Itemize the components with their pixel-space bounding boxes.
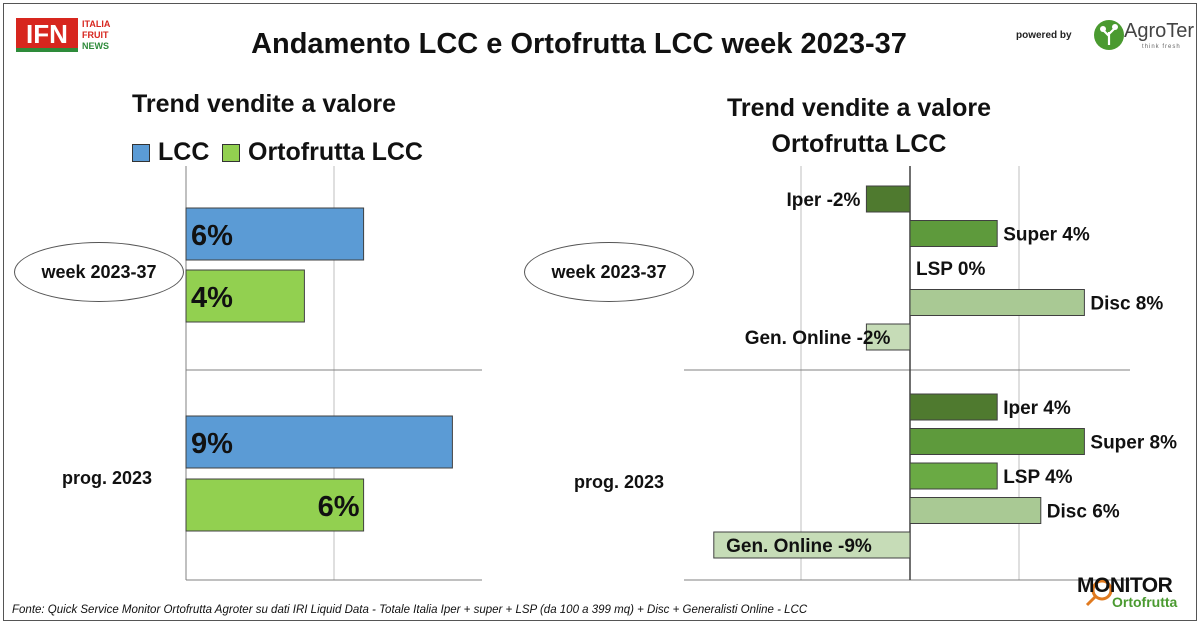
left-bar-lcc bbox=[185, 415, 453, 469]
right-chart-title-line: Ortofrutta LCC bbox=[771, 130, 947, 158]
right-chart-title-line: Trend vendite a valore bbox=[727, 94, 991, 122]
right-bar-label: Gen. Online -2% bbox=[745, 328, 891, 349]
agroter-tagline: think fresh bbox=[1142, 44, 1181, 50]
right-bar-gen-online bbox=[713, 531, 911, 559]
left-bar-ortofrutta bbox=[185, 269, 305, 323]
charts-svg: 6% 9% 4% 6% Iper -2% Super 4% LSP 0% Disc 8% Gen… bbox=[185, 166, 1177, 607]
legend-swatch-ortofrutta bbox=[222, 143, 240, 162]
right-bar-label: LSP 4% bbox=[1003, 467, 1072, 488]
right-bar-label: Iper -2% bbox=[786, 190, 860, 211]
right-chart-title: Trend vendite a valore Ortofrutta LCC bbox=[684, 90, 1034, 162]
legend-item-ortofrutta: Ortofrutta LCC bbox=[222, 138, 423, 167]
right-category-prog: prog. 2023 bbox=[574, 472, 665, 492]
right-bar-gen-online bbox=[865, 323, 911, 351]
source-note: Fonte: Quick Service Monitor Ortofrutta … bbox=[12, 604, 808, 616]
left-category-week: week 2023-37 bbox=[14, 242, 184, 302]
right-bar-super bbox=[909, 220, 998, 247]
right-bar-lsp bbox=[909, 462, 998, 490]
legend-swatch-lcc bbox=[132, 143, 150, 162]
monitor-magnifier-handle bbox=[1085, 595, 1097, 607]
right-bar-iper bbox=[865, 185, 911, 213]
right-bar-label: Iper 4% bbox=[1003, 398, 1071, 419]
right-category-week: week 2023-37 bbox=[524, 242, 694, 302]
ifn-logo-line: ITALIA bbox=[82, 19, 111, 29]
right-bar-super bbox=[909, 428, 1085, 455]
powered-by-label: powered by bbox=[1016, 30, 1072, 41]
right-bar-label: Gen. Online -9% bbox=[726, 536, 872, 557]
monitor-magnifier-icon bbox=[1091, 579, 1113, 601]
ifn-logo-main: IFN bbox=[26, 19, 68, 49]
left-bar-label: 6% bbox=[318, 491, 360, 523]
right-bar-disc bbox=[909, 497, 1042, 524]
right-bar-disc bbox=[909, 289, 1085, 316]
ifn-logo-line: NEWS bbox=[82, 41, 109, 51]
left-bar-label: 4% bbox=[191, 282, 233, 314]
left-bar-label: 9% bbox=[191, 428, 233, 460]
right-bar-label: LSP 0% bbox=[916, 259, 985, 280]
page-title: Andamento LCC e Ortofrutta LCC week 2023… bbox=[251, 28, 907, 60]
agroter-name: AgroTer bbox=[1124, 20, 1195, 42]
legend-label-ortofrutta: Ortofrutta LCC bbox=[248, 138, 423, 166]
left-bar-lcc bbox=[185, 207, 365, 261]
left-chart-title: Trend vendite a valore bbox=[132, 90, 396, 118]
right-bar-label: Disc 8% bbox=[1090, 294, 1163, 315]
right-bar-label: Super 4% bbox=[1003, 225, 1090, 246]
left-bar-ortofrutta bbox=[185, 478, 365, 532]
left-bar-label: 6% bbox=[191, 220, 233, 252]
infographic-frame: IFN ITALIA FRUIT NEWS Andamento LCC e Or… bbox=[3, 3, 1197, 621]
ifn-logo-line: FRUIT bbox=[82, 30, 109, 40]
agroter-logo bbox=[1094, 20, 1124, 50]
ifn-logo: IFN ITALIA FRUIT NEWS bbox=[16, 18, 111, 52]
left-category-prog: prog. 2023 bbox=[62, 468, 153, 488]
right-bar-iper bbox=[909, 393, 998, 421]
monitor-logo-sub: Ortofrutta bbox=[1112, 594, 1178, 610]
legend-item-lcc: LCC bbox=[132, 138, 209, 167]
right-bar-label: Disc 6% bbox=[1047, 502, 1120, 523]
right-bar-label: Super 8% bbox=[1090, 433, 1177, 454]
legend-label-lcc: LCC bbox=[158, 138, 210, 166]
monitor-logo-main: MONITOR bbox=[1077, 574, 1173, 597]
